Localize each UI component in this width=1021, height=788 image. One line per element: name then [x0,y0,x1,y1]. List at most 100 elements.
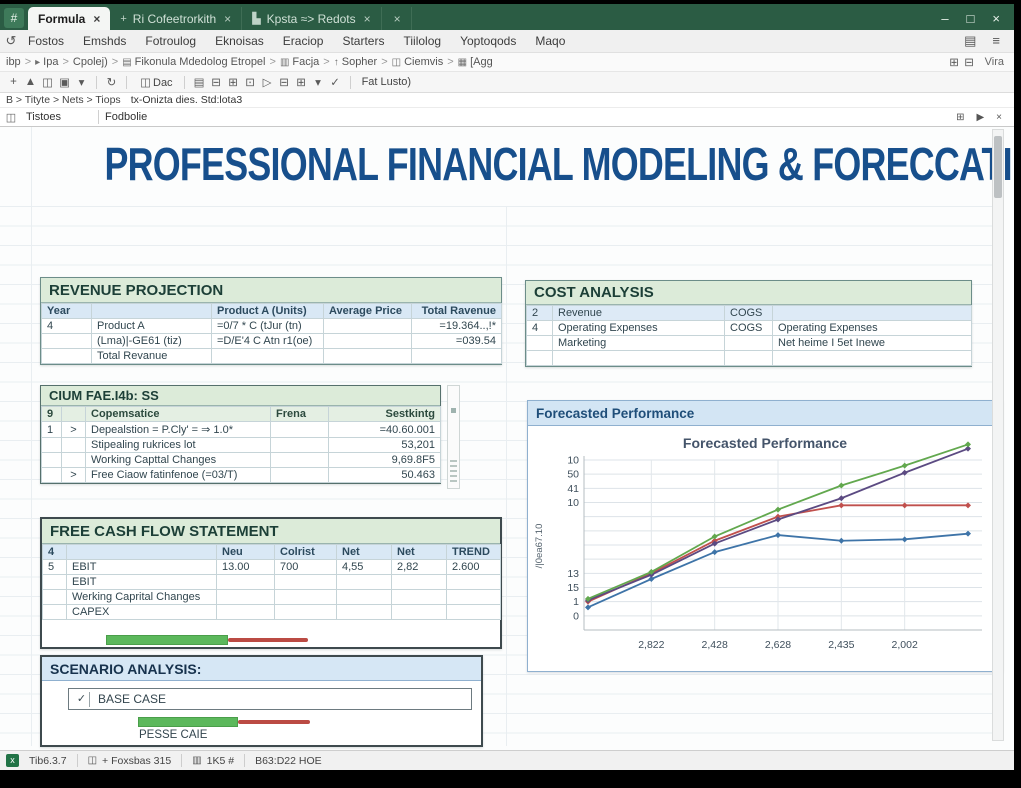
tab-close-icon[interactable]: × [393,11,401,26]
window-tab[interactable]: Formula × [28,7,111,30]
cell[interactable]: EBIT [66,559,217,575]
cell[interactable]: 4,55 [336,559,392,575]
menu-item[interactable]: Starters [342,34,385,48]
breadcrumb-item[interactable]: ▥ Facja [280,56,319,68]
cell[interactable]: Werking Caprital Changes [66,589,217,605]
cell[interactable] [61,452,86,468]
breadcrumb-item[interactable]: ▦ [Agg [458,56,493,68]
cell[interactable]: COGS [724,305,773,321]
view-icon[interactable]: ⊟ [964,57,974,69]
maximize-button[interactable]: □ [966,11,975,26]
toolbar-button[interactable]: ◫ Dac [138,75,173,89]
cell[interactable]: COGS [724,320,773,336]
toolbar-icon[interactable]: ⊞ [228,77,238,89]
cell[interactable] [42,589,67,605]
cell[interactable]: 2,82 [391,559,447,575]
column-header[interactable]: TREND [446,544,501,560]
cell[interactable]: 9,69.8F5 [328,452,441,468]
toolbar-icon[interactable]: ⊡ [245,77,255,89]
view-label[interactable]: Vira [984,56,1004,68]
column-header[interactable] [91,303,212,319]
cell[interactable]: > [61,467,86,483]
cell[interactable]: 1 [41,421,62,438]
cell[interactable]: =19.364..,!* [411,318,502,334]
toolbar-button[interactable]: Fat Lusto) [362,76,412,88]
cell[interactable] [526,350,553,366]
cell[interactable]: =40.60.001 [328,421,441,438]
scroll-thumb[interactable] [451,408,456,413]
cell[interactable]: (Lma)|-GE61 (tiz) [91,333,212,349]
status-segment[interactable]: B63:D22 HOE [255,755,322,767]
cell[interactable] [270,437,329,453]
cell[interactable] [724,335,773,351]
column-header[interactable] [61,406,86,422]
minimize-button[interactable]: – [941,11,949,26]
cell[interactable] [323,333,412,349]
cell[interactable] [42,604,67,620]
tab-close-icon[interactable]: × [93,11,101,26]
menu-item[interactable]: Fotroulog [145,34,197,48]
cell[interactable]: 700 [274,559,337,575]
toolbar-icon[interactable]: ⊟ [279,77,289,89]
cell[interactable] [724,350,773,366]
window-tab[interactable]: ▙ Kpsta ≈> Redots × [242,7,382,30]
column-header[interactable]: 4 [42,544,67,560]
checkbox-checked-icon[interactable]: ✓ [74,691,90,707]
status-segment[interactable]: ◫ + Foxsbas 315 [88,755,172,767]
cell[interactable] [270,452,329,468]
worksheet[interactable]: PROFESSIONAL FINANCIAL MODELING & FORECC… [0,127,1014,750]
cell[interactable] [270,421,329,438]
menu-item[interactable]: Fostos [28,34,65,48]
cell[interactable]: Revenue [552,305,725,321]
cell[interactable] [336,574,392,590]
cell[interactable] [446,589,501,605]
view-icon[interactable]: ⊞ [949,57,959,69]
cell[interactable]: Depealstion = P.Cly' = ⇒ 1.0* [85,421,271,438]
cell[interactable]: Free Ciaow fatinfenoe (=03/T) [85,467,271,483]
cell[interactable] [323,318,412,334]
cell[interactable]: Stipealing rukrices lot [85,437,271,453]
hamburger-icon[interactable]: ≡ [992,33,1000,48]
menu-item[interactable]: Eknoisas [215,34,264,48]
cell[interactable]: 4 [41,318,92,334]
toolbar-icon[interactable]: ▾ [315,77,321,89]
cell[interactable] [41,437,62,453]
app-icon[interactable]: # [4,8,24,28]
cell[interactable]: 50.463 [328,467,441,483]
window-tab[interactable]: + Ri Cofeetrorkith × [110,7,243,30]
column-header[interactable]: Neu [216,544,275,560]
cell[interactable] [216,589,275,605]
table-scrollbar[interactable] [447,385,460,489]
column-header[interactable]: Average Price [323,303,412,319]
toolbar-icon[interactable]: + [10,76,17,88]
cell[interactable]: Product A [91,318,212,334]
cell[interactable] [336,604,392,620]
cell[interactable]: =D/E'4 C Atn r1(oe) [211,333,324,349]
cell[interactable]: > [61,421,86,438]
toolbar-icon[interactable]: ✓ [330,77,340,89]
column-header[interactable]: Frena [270,406,329,422]
menu-item[interactable]: Maqo [535,34,566,48]
cell[interactable] [323,348,412,364]
vertical-scrollbar[interactable] [992,129,1004,741]
cell[interactable]: 5 [42,559,67,575]
formula-bar-icon[interactable]: × [996,111,1002,123]
cell[interactable] [391,604,447,620]
tab-close-icon[interactable]: × [363,11,371,26]
cell[interactable]: 2.600 [446,559,501,575]
cell[interactable]: Operating Expenses [552,320,725,336]
column-header[interactable]: Net [336,544,392,560]
toolbar-icon[interactable]: ▾ [78,77,85,89]
column-header[interactable]: Product A (Units) [211,303,324,319]
toolbar-icon[interactable]: ◫ [42,77,53,89]
toolbar-icon[interactable]: ▣ [59,77,70,89]
cell[interactable]: =0/7 * C (tJur (tn) [211,318,324,334]
cell[interactable] [772,305,972,321]
toolbar-icon[interactable]: ↻ [106,77,117,89]
cell[interactable] [446,574,501,590]
menu-item[interactable]: Eraciop [282,34,324,48]
column-header[interactable]: Sestkintg [328,406,441,422]
breadcrumb-item[interactable]: ▸ Ipa [35,56,58,68]
formula-bar-icon[interactable]: ⊞ [956,111,965,123]
toolbar-icon[interactable]: ⊟ [211,77,221,89]
